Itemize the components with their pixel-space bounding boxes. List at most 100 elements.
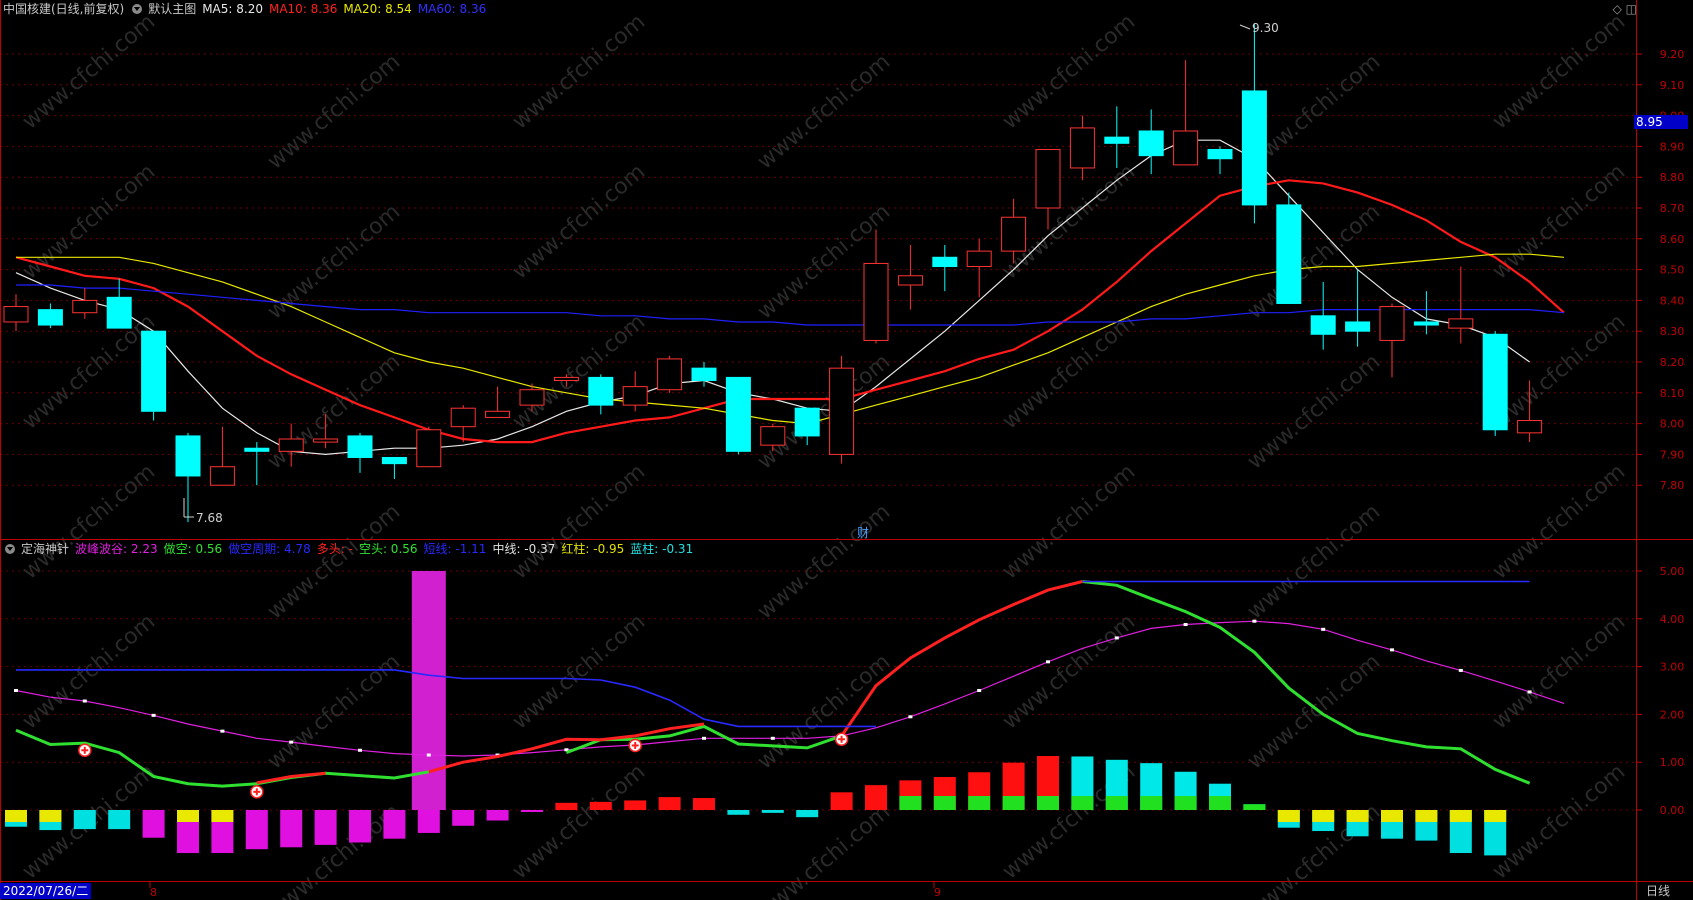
indicator-values: 波峰波谷: 2.23 做空: 0.56 做空周期: 4.78 多头: - 空头: 0.5… bbox=[75, 542, 699, 556]
candle[interactable] bbox=[932, 244, 958, 292]
candle[interactable] bbox=[1069, 115, 1095, 181]
candle[interactable] bbox=[1001, 198, 1027, 264]
candle[interactable] bbox=[829, 355, 855, 464]
indicator-line-波峰波谷 bbox=[15, 620, 1565, 757]
candle[interactable] bbox=[794, 407, 820, 446]
candle[interactable] bbox=[863, 229, 889, 344]
candle[interactable] bbox=[1345, 269, 1371, 347]
candle-body bbox=[829, 367, 855, 455]
candle[interactable] bbox=[278, 423, 304, 467]
candle[interactable] bbox=[622, 371, 648, 412]
histogram-bar bbox=[73, 810, 96, 830]
candle-body bbox=[1276, 204, 1302, 304]
histogram-bar bbox=[314, 810, 337, 845]
candle[interactable] bbox=[1448, 266, 1474, 344]
histogram-bar bbox=[1037, 755, 1059, 810]
candle[interactable] bbox=[72, 288, 98, 319]
candle[interactable] bbox=[691, 362, 717, 387]
period-label[interactable]: 日线 bbox=[1646, 884, 1671, 898]
candle-body bbox=[1345, 321, 1371, 332]
histogram-bar-base bbox=[1037, 796, 1059, 810]
peak-valley-dot bbox=[1252, 619, 1257, 623]
watermark-text: www.cfchi.com bbox=[18, 609, 160, 734]
candle[interactable] bbox=[1517, 380, 1543, 443]
histogram-bar bbox=[968, 772, 991, 810]
buy-signal-marker[interactable] bbox=[78, 743, 92, 757]
candle[interactable] bbox=[1173, 60, 1199, 166]
candle[interactable] bbox=[416, 426, 442, 468]
indicator-title[interactable]: 定海神针 bbox=[21, 542, 70, 556]
candle-body bbox=[416, 429, 442, 468]
candle[interactable] bbox=[966, 238, 992, 298]
template-dropdown-icon[interactable] bbox=[132, 3, 143, 14]
stock-title[interactable]: 中国核建(日线,前复权) bbox=[3, 2, 125, 16]
histogram-bar-rect bbox=[383, 810, 406, 839]
histogram-bar bbox=[142, 810, 165, 838]
buy-signal-marker[interactable] bbox=[250, 785, 264, 799]
candle[interactable] bbox=[657, 355, 683, 393]
watermark-text: www.cfchi.com bbox=[753, 799, 895, 900]
candle[interactable] bbox=[209, 426, 235, 486]
candle-body bbox=[760, 426, 786, 446]
ma-line-ma20 bbox=[16, 253, 1565, 425]
histogram-bar bbox=[589, 801, 612, 810]
candle[interactable] bbox=[553, 374, 579, 387]
candle[interactable] bbox=[141, 330, 167, 421]
candle[interactable] bbox=[37, 303, 63, 329]
histogram-bar bbox=[1105, 759, 1128, 810]
histogram-bar bbox=[1346, 810, 1369, 837]
indicator-chart[interactable] bbox=[5, 571, 1565, 856]
histogram-bar bbox=[1071, 756, 1094, 810]
candle[interactable] bbox=[1276, 192, 1302, 304]
candle[interactable] bbox=[1035, 148, 1061, 230]
candle[interactable] bbox=[725, 376, 751, 455]
candle[interactable] bbox=[1413, 291, 1439, 335]
candle[interactable] bbox=[1379, 303, 1405, 378]
candle[interactable] bbox=[1241, 23, 1267, 224]
histogram-bar bbox=[1312, 810, 1335, 832]
candle[interactable] bbox=[588, 374, 614, 415]
buy-signal-marker[interactable] bbox=[628, 738, 642, 753]
candle[interactable] bbox=[485, 386, 511, 418]
indicator-value-3: 多头: - bbox=[316, 542, 353, 556]
candle[interactable] bbox=[519, 383, 545, 412]
candle[interactable] bbox=[106, 278, 132, 329]
candle[interactable] bbox=[1482, 331, 1508, 436]
peak-valley-dot bbox=[908, 715, 913, 719]
candle[interactable] bbox=[1207, 146, 1233, 175]
histogram-bar-cap bbox=[1312, 810, 1335, 822]
candlestick-series[interactable] bbox=[3, 23, 1543, 523]
template-name[interactable]: 默认主图 bbox=[148, 2, 197, 16]
candle[interactable] bbox=[1104, 106, 1130, 168]
window-controls[interactable]: ◇ ◫ bbox=[1612, 2, 1637, 16]
histogram-bar bbox=[933, 777, 956, 810]
candle-body bbox=[1069, 127, 1095, 169]
watermark-text: www.cfchi.com bbox=[18, 309, 160, 434]
candle-body bbox=[450, 407, 476, 428]
candle[interactable] bbox=[1138, 109, 1164, 175]
indicator-dropdown-icon[interactable] bbox=[5, 543, 15, 554]
histogram-bar-rect bbox=[624, 800, 647, 810]
candle[interactable] bbox=[313, 414, 339, 449]
candle[interactable] bbox=[347, 432, 373, 473]
candle[interactable] bbox=[1310, 281, 1336, 350]
candle-body bbox=[553, 376, 579, 381]
histogram-bar-rect bbox=[555, 802, 578, 810]
candle-body bbox=[347, 435, 373, 458]
price-tick-label: 8.40 bbox=[1660, 294, 1685, 307]
histogram-bar bbox=[521, 810, 543, 812]
watermark-text: www.cfchi.com bbox=[753, 499, 895, 624]
buy-signal-marker[interactable] bbox=[834, 732, 849, 747]
candle[interactable] bbox=[175, 432, 201, 523]
candle[interactable] bbox=[3, 294, 29, 332]
financial-marker[interactable]: 财 bbox=[857, 526, 869, 540]
candle[interactable] bbox=[244, 442, 270, 486]
peak-valley-dot bbox=[358, 748, 362, 752]
candle[interactable] bbox=[450, 405, 476, 443]
histogram-bar-base bbox=[1209, 796, 1231, 810]
candle[interactable] bbox=[897, 244, 923, 310]
candle[interactable] bbox=[760, 423, 786, 452]
candle[interactable] bbox=[381, 456, 407, 480]
histogram-bar bbox=[39, 810, 62, 831]
